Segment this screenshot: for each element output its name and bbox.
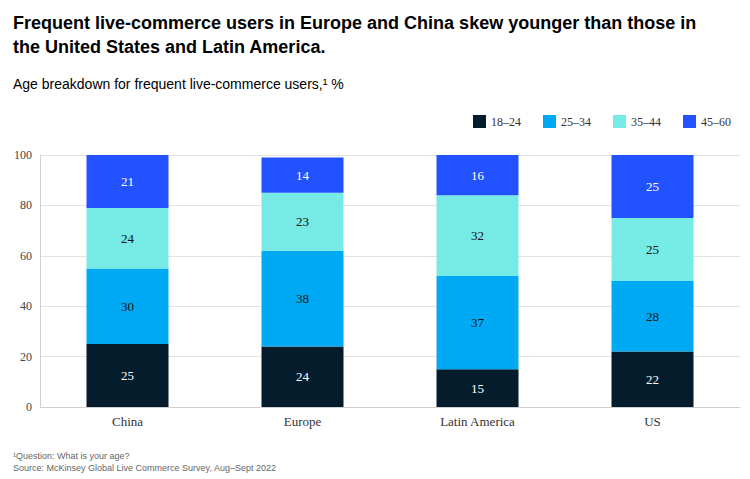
svg-text:Frequent live-commerce users i: Frequent live-commerce users in Europe a… <box>13 13 701 33</box>
svg-text:the United States and Latin Am: the United States and Latin America. <box>13 37 325 57</box>
svg-text:24: 24 <box>121 231 135 246</box>
svg-text:0: 0 <box>26 400 32 414</box>
svg-text:28: 28 <box>646 309 659 324</box>
svg-text:18–24: 18–24 <box>491 115 521 129</box>
svg-text:24: 24 <box>296 369 310 384</box>
svg-text:30: 30 <box>121 299 134 314</box>
svg-text:¹Question: What is your age?: ¹Question: What is your age? <box>13 451 130 461</box>
svg-text:25: 25 <box>646 242 659 257</box>
svg-text:16: 16 <box>471 168 485 183</box>
svg-text:25–34: 25–34 <box>561 115 591 129</box>
svg-text:38: 38 <box>296 291 309 306</box>
svg-text:25: 25 <box>646 179 659 194</box>
svg-text:32: 32 <box>471 228 484 243</box>
svg-text:20: 20 <box>20 350 32 364</box>
svg-text:23: 23 <box>296 214 309 229</box>
svg-text:China: China <box>112 414 143 429</box>
svg-text:25: 25 <box>121 368 134 383</box>
svg-text:80: 80 <box>20 198 32 212</box>
svg-text:22: 22 <box>646 372 659 387</box>
svg-text:45–60: 45–60 <box>701 115 731 129</box>
svg-text:Age breakdown for frequent liv: Age breakdown for frequent live-commerce… <box>13 76 344 92</box>
svg-text:Latin America: Latin America <box>440 414 515 429</box>
svg-text:60: 60 <box>20 249 32 263</box>
svg-text:21: 21 <box>121 174 134 189</box>
svg-text:100: 100 <box>14 148 32 162</box>
svg-text:40: 40 <box>20 299 32 313</box>
svg-text:US: US <box>644 414 661 429</box>
svg-text:35–44: 35–44 <box>631 115 661 129</box>
svg-text:14: 14 <box>296 168 310 183</box>
svg-text:15: 15 <box>471 381 484 396</box>
svg-text:Source: McKinsey Global Live C: Source: McKinsey Global Live Commerce Su… <box>13 463 276 473</box>
svg-text:37: 37 <box>471 315 485 330</box>
svg-text:Europe: Europe <box>284 414 322 429</box>
